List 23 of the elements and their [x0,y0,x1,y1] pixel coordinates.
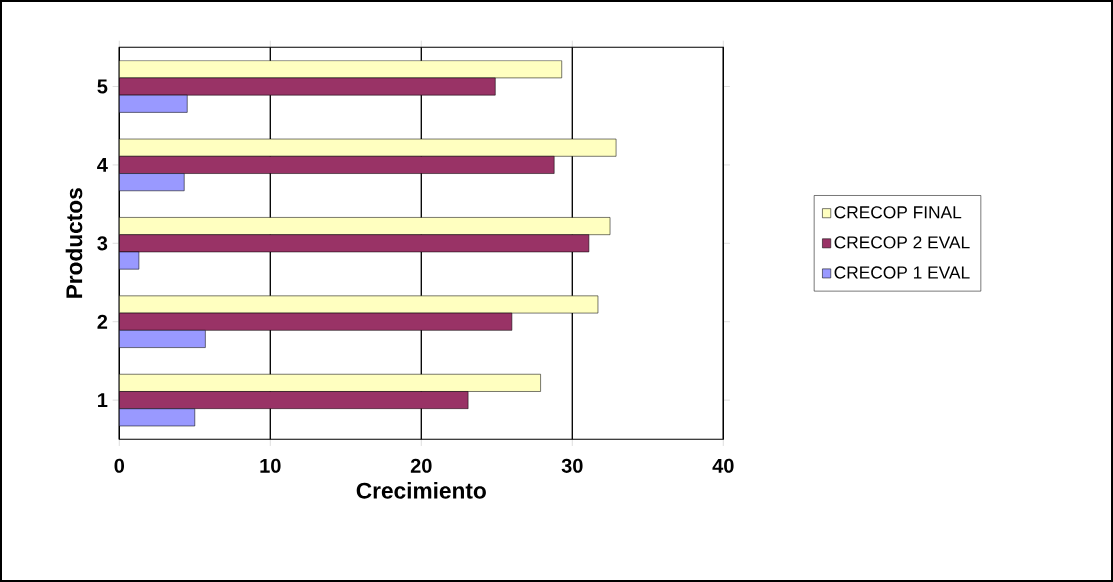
x-tick-label: 30 [561,458,583,473]
y-tick-label: 4 [97,158,108,172]
bar [119,312,513,331]
x-tick-label: 40 [712,458,734,473]
y-tick-label: 5 [97,79,108,94]
bar [119,234,590,253]
x-tick-label: 0 [114,458,125,473]
bar [119,173,185,192]
x-tick-label: 10 [260,458,281,473]
x-tick-label: 20 [410,458,432,473]
bar [119,408,196,427]
y-tick-label: 1 [98,393,108,407]
y-tick-label: 3 [97,236,108,251]
y-axis-title: Productos [65,188,83,298]
bar [119,156,555,174]
y-tick-label: 2 [97,314,108,329]
legend-label: CRECOP FINAL [834,206,962,219]
legend-label: CRECOP 1 EVAL [834,266,970,279]
bar [119,94,188,113]
x-axis-title: Crecimiento [356,482,486,499]
legend-label: CRECOP 2 EVAL [834,236,970,249]
bar [119,391,469,409]
bar [119,330,206,348]
